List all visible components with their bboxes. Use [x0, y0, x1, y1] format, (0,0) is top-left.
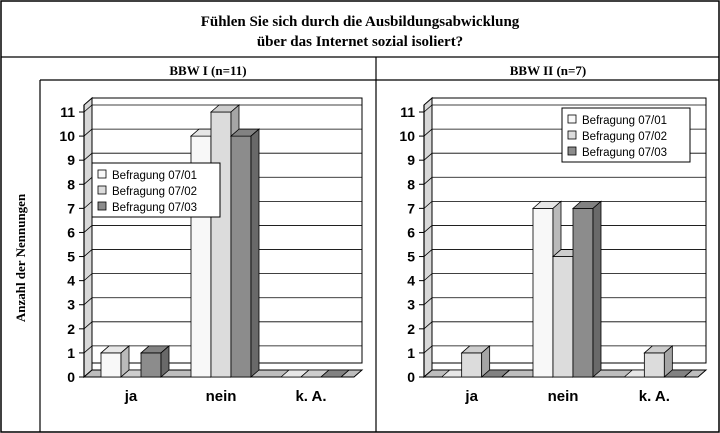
bar-front [461, 352, 483, 378]
y-tick-label: 3 [67, 297, 75, 313]
y-tick-label: 6 [67, 224, 75, 240]
legend: Befragung 07/01 Befragung 07/02 Befragung … [561, 107, 691, 163]
gridline-side [83, 249, 93, 257]
gridline-side [423, 201, 433, 209]
panel-title-bbw-1: BBW I (n=11) [169, 63, 246, 78]
y-tick-label: 5 [67, 249, 75, 265]
panel-title-bbw-2: BBW II (n=7) [510, 63, 587, 78]
bar-front [552, 256, 574, 378]
y-tick-label: 3 [407, 297, 415, 313]
gridline-side [83, 201, 93, 209]
y-tick-label: 1 [67, 345, 75, 361]
gridline-side [423, 128, 433, 137]
x-tick-label: ja [464, 388, 478, 405]
y-tick-label: 11 [400, 104, 415, 120]
x-tick-label: k. A. [639, 388, 670, 405]
bar-side [684, 369, 693, 378]
legend-label: Befragung 07/01 [112, 170, 197, 182]
legend-label: Befragung 07/02 [582, 131, 667, 143]
gridline-side [83, 104, 93, 113]
x-tick-label: k. A. [295, 388, 326, 405]
bar-side [250, 128, 260, 378]
plot-side-wall [83, 96, 93, 379]
gridline-side [423, 297, 433, 306]
bar-front [532, 207, 554, 378]
legend: Befragung 07/01 Befragung 07/02 Befragung … [91, 162, 221, 218]
y-tick-label: 6 [407, 224, 415, 240]
y-tick-label: 2 [67, 321, 75, 337]
gridline-side [423, 176, 433, 185]
legend-swatch [97, 201, 107, 211]
gridline-side [83, 152, 93, 161]
legend-label: Befragung 07/03 [582, 147, 667, 159]
bar-front [230, 135, 252, 378]
y-tick-label: 5 [407, 249, 415, 265]
x-tick-label: nein [206, 388, 237, 405]
y-axis-label: Anzahl der Nennungen [13, 193, 28, 322]
bar-front [140, 352, 162, 378]
legend-swatch [97, 169, 107, 179]
x-tick-label: nein [548, 388, 579, 405]
gridline-side [423, 225, 433, 233]
legend-box [561, 107, 691, 163]
gridline-side [83, 345, 93, 354]
figure-title-line-1: Fühlen Sie sich durch die Ausbildungsabw… [201, 14, 520, 30]
legend-swatch [567, 146, 577, 156]
gridline-side [83, 297, 93, 306]
bar-front [210, 111, 232, 378]
y-tick-label: 0 [407, 369, 415, 385]
figure-title-line-2: über das Internet sozial isoliert? [257, 34, 463, 50]
y-tick-label: 4 [67, 273, 75, 289]
plot-side-wall [423, 96, 433, 379]
x-tick-label: ja [124, 388, 138, 405]
y-tick-label: 9 [407, 152, 415, 168]
bar-front [100, 352, 122, 378]
legend-label: Befragung 07/03 [112, 202, 197, 214]
y-tick-label: 4 [407, 273, 415, 289]
bar-front [643, 352, 665, 378]
gridline-side [423, 273, 433, 281]
gridline-side [83, 225, 93, 233]
gridline-side [83, 321, 93, 330]
gridline-side [423, 104, 433, 113]
y-tick-label: 0 [67, 369, 75, 385]
chart-bbw-1: 0 1 2 3 4 5 6 7 8 9 10 11 ja nein k. A. Befragung 07/01… [59, 96, 364, 405]
bar-side [592, 200, 602, 378]
legend-label: Befragung 07/01 [582, 115, 667, 127]
y-tick-label: 9 [67, 152, 75, 168]
gridline-side [423, 345, 433, 354]
legend-box [91, 162, 221, 218]
bar-side [340, 369, 350, 378]
y-tick-label: 8 [67, 176, 75, 192]
y-tick-label: 10 [399, 128, 415, 144]
gridline-side [423, 152, 433, 161]
legend-swatch [97, 185, 107, 195]
bar-side [501, 369, 510, 378]
gridline-side [83, 176, 93, 185]
y-tick-label: 7 [67, 200, 75, 216]
y-tick-label: 11 [60, 104, 75, 120]
y-tick-label: 7 [407, 200, 415, 216]
bar-side [160, 345, 170, 378]
y-tick-label: 8 [407, 176, 415, 192]
legend-swatch [567, 130, 577, 140]
legend-swatch [567, 114, 577, 124]
legend-label: Befragung 07/02 [112, 186, 197, 198]
gridline-side [83, 273, 93, 281]
chart-bbw-2: 0 1 2 3 4 5 6 7 8 9 10 11 ja nein k. A. Befragung 07/01… [399, 96, 708, 405]
y-tick-label: 2 [407, 321, 415, 337]
gridline-side [423, 321, 433, 330]
y-tick-label: 10 [59, 128, 75, 144]
y-tick-label: 1 [407, 345, 415, 361]
gridline-side [83, 128, 93, 137]
gridline-side [423, 249, 433, 257]
bar-front [572, 207, 594, 378]
